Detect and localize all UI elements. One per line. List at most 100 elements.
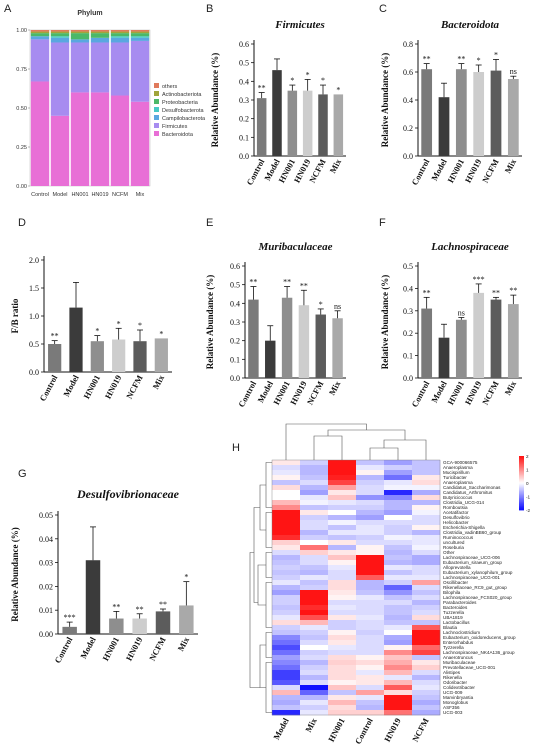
phylum-bar-segment-campilobacterota bbox=[110, 37, 130, 43]
phylum-bar-segment-actinobacteriota bbox=[50, 31, 70, 34]
heatmap-row-label: Lachnospiraceae_UCG-001 bbox=[443, 575, 500, 580]
heatmap-cell bbox=[272, 540, 301, 546]
heatmap-cell bbox=[412, 620, 441, 626]
column-dendrogram-branch bbox=[327, 429, 406, 440]
y-tick-label: 0.5 bbox=[230, 281, 240, 290]
heatmap-cell bbox=[356, 650, 385, 656]
heatmap-cell bbox=[412, 685, 441, 691]
heatmap-cell bbox=[412, 560, 441, 566]
bar-hn019 bbox=[473, 292, 485, 378]
heatmap-row-label: Anaeroplasma bbox=[443, 465, 473, 470]
row-dendrogram-branch bbox=[259, 484, 266, 531]
heatmap-cell bbox=[356, 510, 385, 516]
color-scale-step bbox=[519, 458, 524, 461]
heatmap-cell bbox=[384, 675, 413, 681]
heatmap-cell bbox=[272, 705, 301, 711]
heatmap-cell bbox=[328, 655, 357, 661]
color-scale-step bbox=[519, 461, 524, 464]
phylum-bar-segment-proteobacteria bbox=[110, 33, 130, 37]
y-tick-label: 0.3 bbox=[230, 318, 240, 327]
bar-control bbox=[421, 69, 433, 156]
significance-label: * bbox=[477, 56, 481, 65]
y-tick-label: 0.02 bbox=[39, 582, 53, 591]
heatmap-cell bbox=[300, 630, 329, 636]
heatmap-cell bbox=[356, 565, 385, 571]
heatmap-cell bbox=[384, 685, 413, 691]
heatmap-cell bbox=[412, 605, 441, 611]
color-scale-step bbox=[519, 466, 524, 469]
heatmap-cell bbox=[384, 690, 413, 696]
heatmap-cell bbox=[328, 595, 357, 601]
row-dendrogram-branch bbox=[265, 552, 272, 578]
heatmap-cell bbox=[356, 535, 385, 541]
y-tick-label: 0.8 bbox=[403, 40, 413, 49]
y-tick-label: 0.6 bbox=[239, 40, 249, 49]
phylum-bar-segment-campilobacterota bbox=[130, 37, 150, 41]
phylum-bar-segment-campilobacterota bbox=[50, 37, 70, 43]
x-category-label-ncfm: NCFM bbox=[480, 379, 501, 406]
y-tick-label: 0.1 bbox=[403, 352, 413, 361]
heatmap-cell bbox=[356, 465, 385, 471]
heatmap-cell bbox=[328, 600, 357, 606]
phylum-bar-segment-others bbox=[30, 30, 50, 32]
heatmap-cell bbox=[300, 585, 329, 591]
color-scale-step bbox=[519, 484, 524, 487]
heatmap-cell bbox=[356, 580, 385, 586]
color-scale-step bbox=[519, 470, 524, 473]
bar-model bbox=[265, 340, 276, 378]
heatmap-row-label: Colidextribacter bbox=[443, 685, 475, 690]
color-scale-label: 2 bbox=[526, 454, 529, 459]
heatmap-cell bbox=[356, 625, 385, 631]
significance-label: * bbox=[95, 327, 99, 336]
heatmap-cell bbox=[272, 570, 301, 576]
phylum-legend-label: Campilobacterota bbox=[162, 116, 206, 122]
heatmap-cell bbox=[384, 540, 413, 546]
phylum-xtick-label: Control bbox=[31, 192, 49, 198]
heatmap-row-label: GCA-900066575 bbox=[443, 460, 478, 465]
phylum-bar-segment-actinobacteriota bbox=[30, 31, 50, 34]
heatmap-cell bbox=[272, 650, 301, 656]
heatmap-cell bbox=[272, 690, 301, 696]
color-scale-step bbox=[519, 472, 524, 474]
phylum-legend-label: Bacteroidota bbox=[162, 132, 194, 138]
chart-title-bacteroidota: Bacteroidota bbox=[440, 19, 500, 31]
x-category-label-ncfm: NCFM bbox=[147, 635, 168, 662]
bar-hn001 bbox=[109, 618, 124, 634]
significance-label: ns bbox=[510, 67, 517, 76]
heatmap-row-label: Romboutsia bbox=[443, 505, 468, 510]
heatmap-cell bbox=[272, 490, 301, 496]
y-axis-label: Relative Abundance (%) bbox=[380, 275, 390, 370]
phylum-legend-label: Firmicutes bbox=[162, 124, 188, 130]
bar-hn019 bbox=[298, 305, 310, 378]
row-dendrogram-branch bbox=[257, 564, 266, 606]
heatmap-cell bbox=[356, 610, 385, 616]
row-dendrogram-branch bbox=[265, 582, 272, 628]
heatmap-row-label: Helicobacter bbox=[443, 520, 469, 525]
heatmap-cell bbox=[384, 625, 413, 631]
phylum-legend-swatch bbox=[154, 99, 159, 104]
bar-mix bbox=[507, 304, 519, 378]
y-tick-label: 0.1 bbox=[239, 133, 249, 142]
x-category-label-control: Control bbox=[37, 373, 59, 403]
heatmap-cell bbox=[384, 500, 413, 506]
heatmap-cell bbox=[356, 500, 385, 506]
heatmap-cell bbox=[328, 635, 357, 641]
phylum-bar-segment-campilobacterota bbox=[90, 37, 110, 43]
significance-label: ** bbox=[509, 286, 517, 295]
heatmap-cell bbox=[300, 510, 329, 516]
heatmap-cell bbox=[412, 575, 441, 581]
phylum-bar-segment-campilobacterota bbox=[70, 39, 90, 43]
heatmap-cell bbox=[300, 655, 329, 661]
heatmap-row-label: Oscillibacter bbox=[443, 580, 468, 585]
heatmap-cell bbox=[412, 670, 441, 676]
phylum-bar-segment-actinobacteriota bbox=[130, 31, 150, 34]
phylum-legend-swatch bbox=[154, 107, 159, 112]
heatmap-row-label: Eubacterium_oxidoreducens_group bbox=[443, 635, 516, 640]
heatmap-cell bbox=[412, 580, 441, 586]
heatmap-cell bbox=[272, 525, 301, 531]
heatmap-cell bbox=[412, 675, 441, 681]
phylum-bar-segment-proteobacteria bbox=[130, 33, 150, 37]
heatmap-cell bbox=[384, 570, 413, 576]
x-category-label-control: Control bbox=[244, 157, 266, 187]
phylum-bar-segment-bacteroidota bbox=[50, 115, 70, 186]
